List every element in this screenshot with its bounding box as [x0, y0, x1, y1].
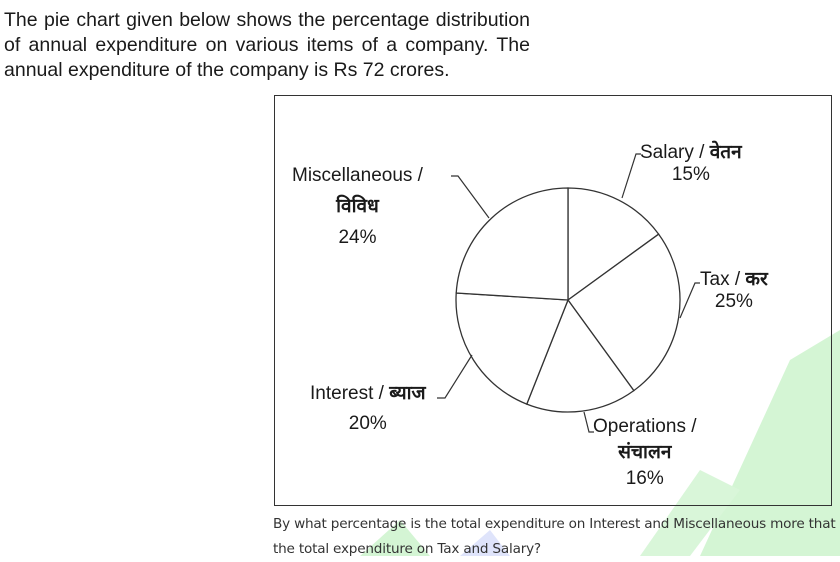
label-interest: Interest / ब्याज 20%	[310, 379, 426, 439]
leader-line-tax	[679, 282, 700, 319]
leader-line-operations	[583, 411, 594, 433]
label-salary: Salary / वेतन 15%	[640, 142, 742, 186]
pie-slice-tax	[567, 233, 681, 392]
label-tax: Tax / कर 25%	[700, 269, 768, 313]
label-miscellaneous-hindi: विविध	[336, 196, 379, 217]
value-interest: 20%	[348, 413, 387, 434]
label-tax-english: Tax /	[700, 269, 741, 290]
leader-line-salary	[621, 153, 641, 199]
watermark-shape	[460, 530, 510, 556]
label-salary-english: Salary /	[640, 142, 705, 163]
chart-frame	[274, 95, 832, 506]
value-salary: 15%	[671, 164, 710, 185]
pie-slice-miscellaneous	[455, 187, 569, 301]
pie-slice-interest	[455, 292, 569, 405]
label-interest-hindi: ब्याज	[389, 383, 426, 404]
watermark-shape	[700, 330, 840, 556]
label-interest-english: Interest /	[310, 383, 384, 404]
label-operations: Operations / संचालन 16%	[593, 414, 697, 492]
label-miscellaneous-english: Miscellaneous /	[292, 165, 423, 186]
intro-paragraph: The pie chart given below shows the perc…	[4, 9, 530, 81]
watermark-shape	[640, 470, 740, 556]
watermark-shape	[360, 520, 430, 556]
label-operations-english: Operations /	[593, 416, 697, 437]
leader-line-interest	[437, 354, 473, 399]
value-tax: 25%	[714, 291, 753, 312]
label-tax-hindi: कर	[745, 269, 768, 290]
leader-line-miscellaneous	[451, 175, 490, 219]
label-salary-hindi: वेतन	[709, 142, 742, 163]
value-miscellaneous: 24%	[338, 227, 377, 248]
value-operations: 16%	[625, 468, 664, 489]
pie-slice-salary	[567, 187, 660, 302]
pie-slice-operations	[525, 298, 635, 413]
question-text: By what percentage is the total expendit…	[273, 516, 836, 557]
label-operations-hindi: संचालन	[618, 442, 672, 463]
label-miscellaneous: Miscellaneous / विविध 24%	[292, 160, 423, 253]
